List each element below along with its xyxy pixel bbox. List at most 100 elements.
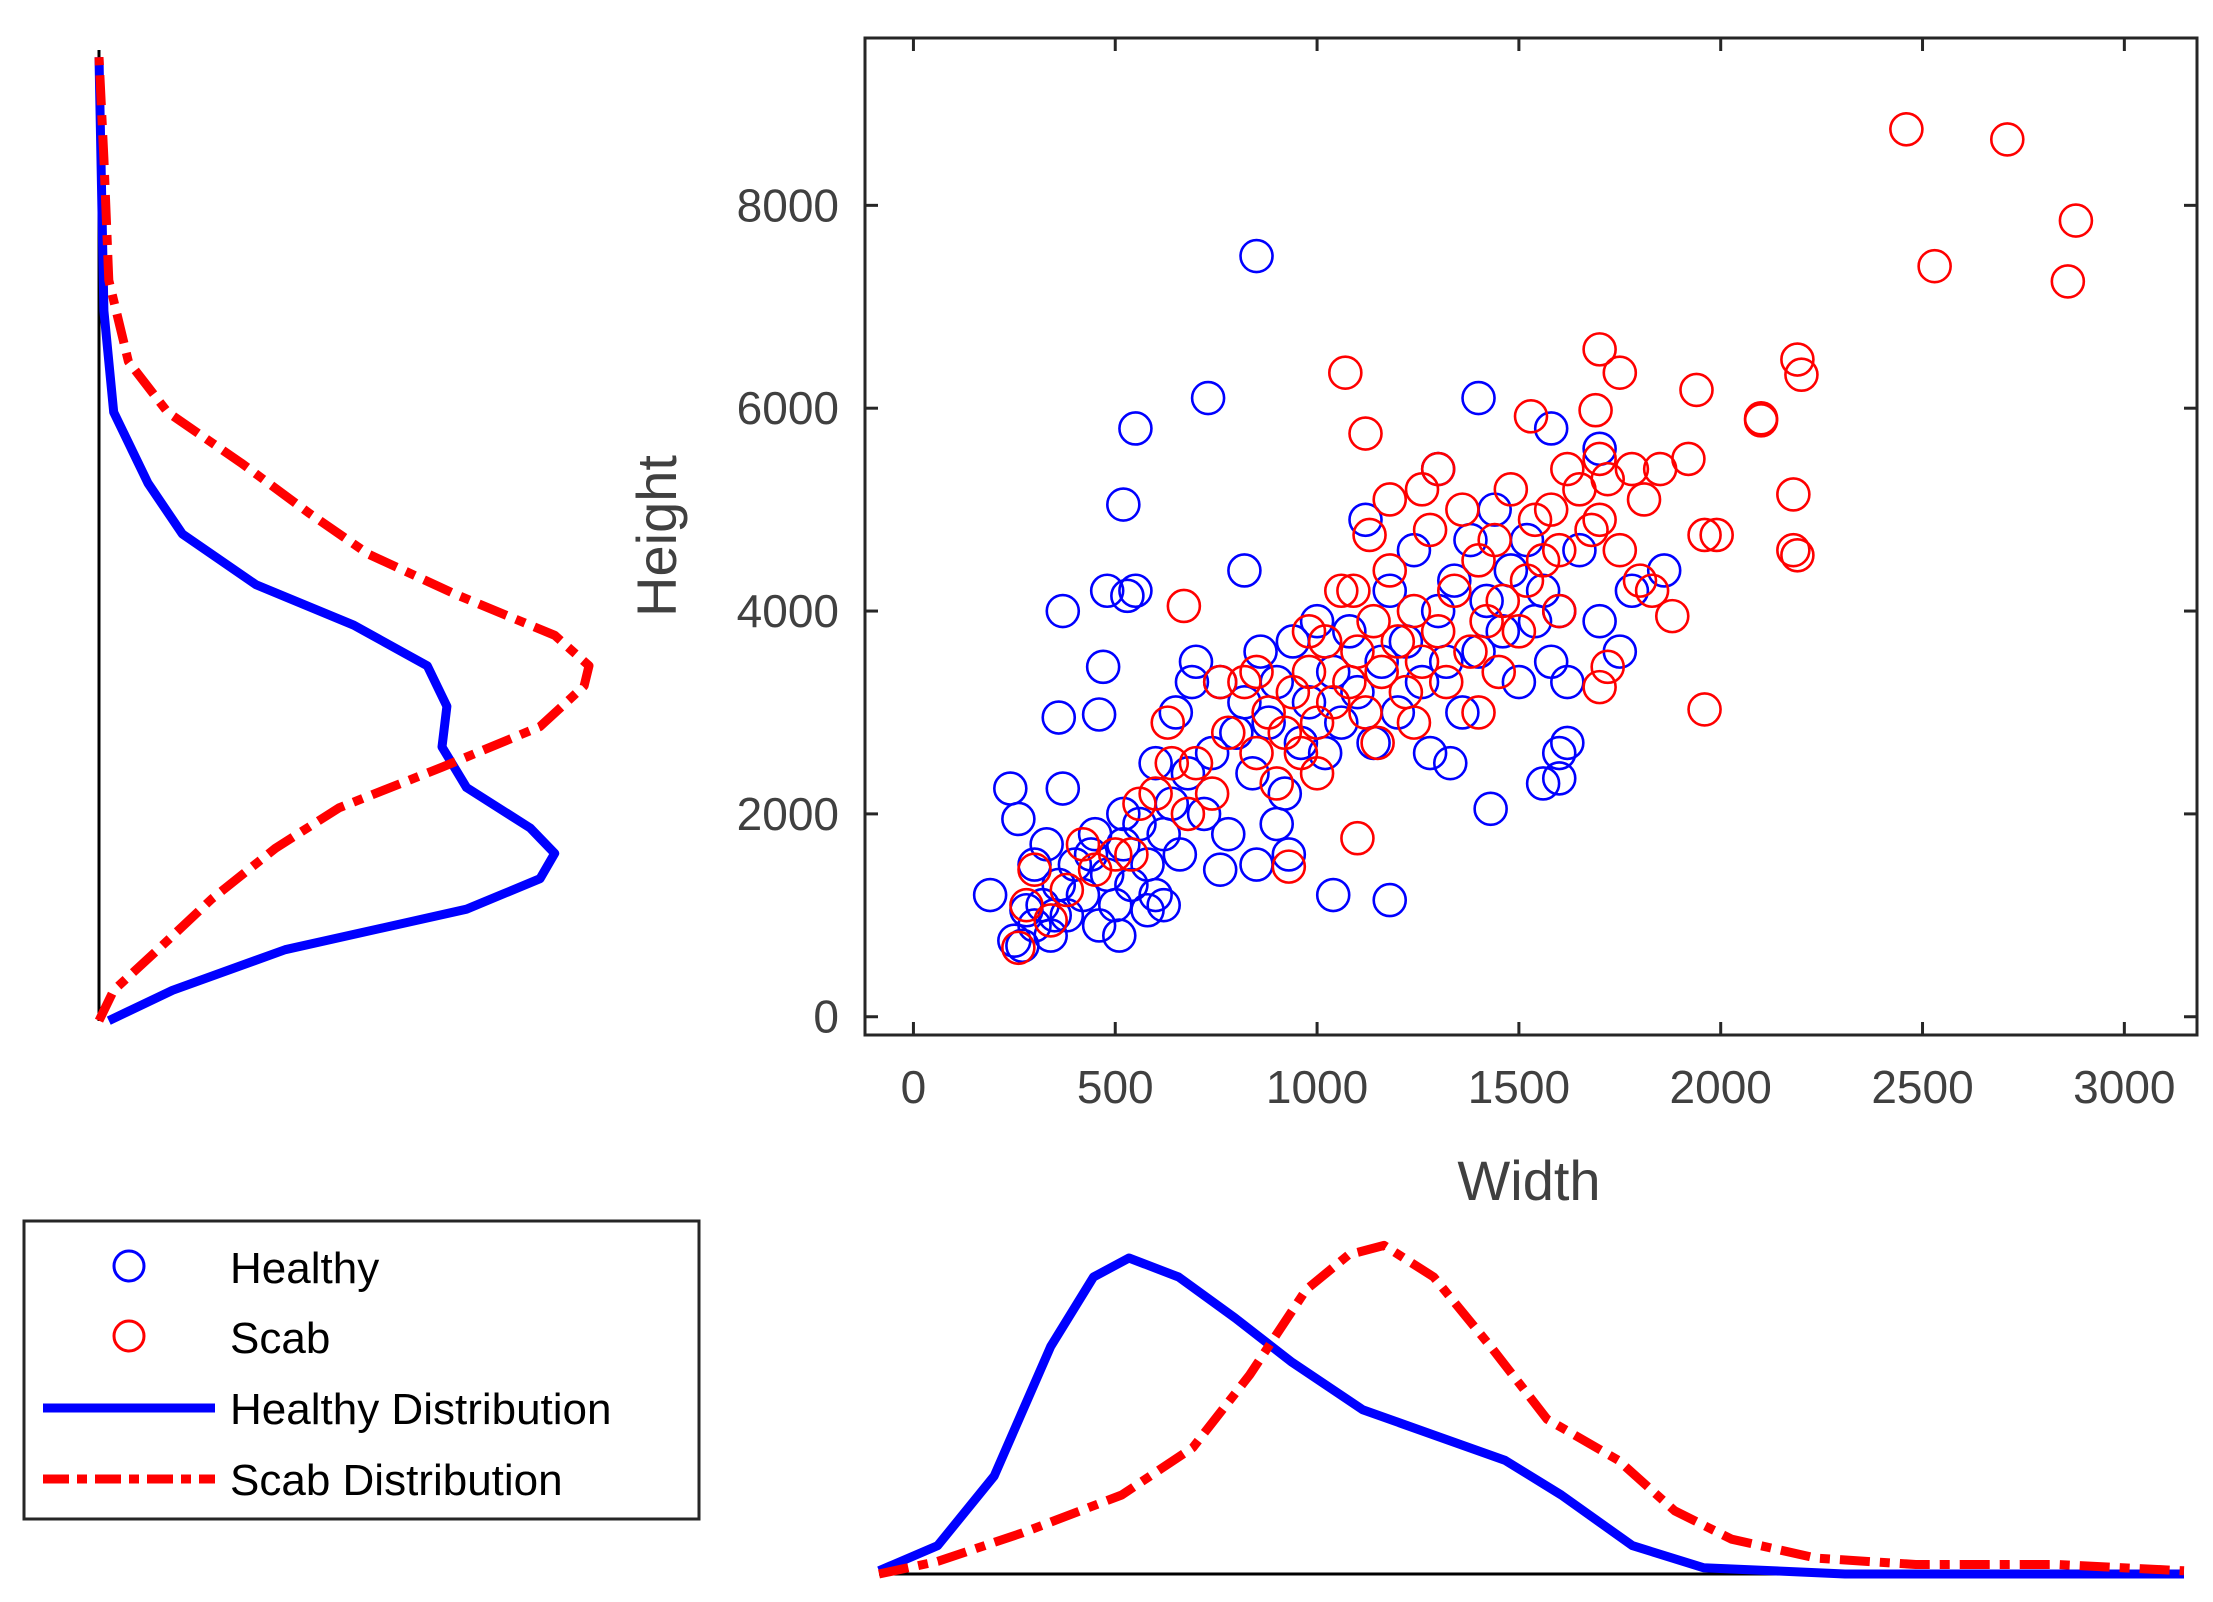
width-distribution-plot [877,1240,2185,1579]
data-point-healthy [1315,877,1351,913]
data-point-scab [1590,649,1625,685]
legend-box [22,1219,701,1521]
x-axis-label: Width [1457,1149,1600,1212]
data-point-scab [1541,593,1577,629]
legend-label-healthy: Healthy [230,1244,379,1293]
data-point-healthy [1259,806,1295,842]
data-point-scab [1485,583,1521,619]
data-point-scab [1299,756,1335,791]
data-point-healthy [1541,761,1577,796]
data-point-healthy [1469,583,1504,619]
data-point-scab [1634,573,1670,609]
data-point-scab [1780,342,1815,377]
data-point-healthy [1533,411,1569,446]
data-point-scab [1170,796,1206,832]
data-point-scab [1889,111,1924,147]
data-point-scab [1989,122,2025,157]
legend-label-scab-distribution: Scab Distribution [230,1456,563,1505]
data-point-healthy [1089,573,1125,609]
data-point-healthy [1081,697,1117,732]
data-point-scab [1626,482,1662,517]
data-point-scab [1396,705,1432,740]
data-point-healthy [1210,816,1246,852]
data-point-scab [1917,248,1952,284]
data-point-healthy [1146,887,1181,923]
x-tick-label: 1000 [1266,1061,1368,1113]
height-curve-healthy-distribution [94,57,560,1025]
y-tick-label: 6000 [737,382,839,434]
data-point-scab [1372,553,1408,588]
data-point-scab [1590,461,1625,497]
data-point-healthy [1340,674,1375,710]
data-point-scab [1001,930,1036,966]
data-point-scab [1114,837,1149,872]
data-point-healthy [1045,593,1081,629]
data-point-healthy [1118,411,1153,446]
data-point-healthy [1081,908,1117,943]
data-point-scab [1336,573,1371,609]
x-tick-label: 2500 [1871,1061,1973,1113]
data-point-scab [1202,664,1238,700]
data-point-healthy [1432,745,1468,781]
data-point-scab [1513,399,1549,434]
x-tick-label: 500 [1077,1061,1154,1113]
x-tick-label: 2000 [1670,1061,1772,1113]
legend: Healthy Scab Healthy Distribution Scab D… [22,1219,701,1521]
data-point-scab [1291,614,1327,649]
data-point-scab [1412,512,1448,548]
y-axis-label: Height [625,455,688,617]
data-point-healthy [1299,603,1335,639]
axes-box [863,36,2199,1037]
height-distribution-plot [94,50,594,1025]
data-point-scab [1299,705,1335,740]
legend-healthy-marker [112,1249,146,1283]
data-point-scab [1743,403,1779,438]
data-point-healthy [1174,664,1210,700]
data-point-scab [1420,614,1456,649]
data-point-healthy [1550,664,1585,700]
data-point-scab [1622,563,1658,598]
data-point-scab [1033,903,1068,938]
data-point-healthy [1348,502,1383,538]
data-point-scab [1602,355,1638,390]
x-tick-label: 1500 [1468,1061,1570,1113]
data-point-scab [1017,852,1052,887]
data-point-scab [1533,492,1569,527]
height-curve-scab-distribution [94,56,594,1023]
data-point-scab [1582,669,1617,705]
y-tick-label: 4000 [737,585,839,637]
data-point-scab [1541,532,1577,568]
data-point-scab [1776,532,1811,568]
data-point-healthy [1202,852,1238,887]
x-tick-label: 0 [901,1061,927,1113]
data-point-healthy [1525,766,1561,801]
data-point-healthy [1178,644,1214,680]
data-point-scab [1166,588,1202,624]
data-point-scab [1348,416,1383,451]
data-point-healthy [1227,685,1262,720]
data-point-healthy [1219,715,1254,751]
data-point-healthy [1501,664,1537,700]
data-point-healthy [1509,522,1545,558]
data-point-healthy [1106,487,1141,522]
data-point-scab [1372,482,1408,517]
data-point-healthy [1541,735,1577,771]
data-point-healthy [1110,578,1145,614]
data-point-scab [1364,654,1399,690]
data-point-scab [1404,472,1440,507]
data-point-scab [1437,573,1472,609]
data-point-scab [1356,603,1391,639]
data-point-scab [1687,692,1722,727]
y-tick-label: 0 [813,991,839,1043]
data-point-healthy [1227,553,1262,588]
data-point-healthy [1461,380,1496,416]
data-point-healthy [1041,700,1077,735]
data-point-scab [1614,451,1650,487]
data-point-scab [1404,644,1440,680]
data-point-healthy [1045,771,1081,806]
data-point-scab [1582,441,1617,477]
data-point-healthy [1001,801,1036,837]
data-point-healthy [1118,573,1153,609]
data-point-scab [1699,517,1734,553]
data-point-healthy [1239,847,1274,882]
